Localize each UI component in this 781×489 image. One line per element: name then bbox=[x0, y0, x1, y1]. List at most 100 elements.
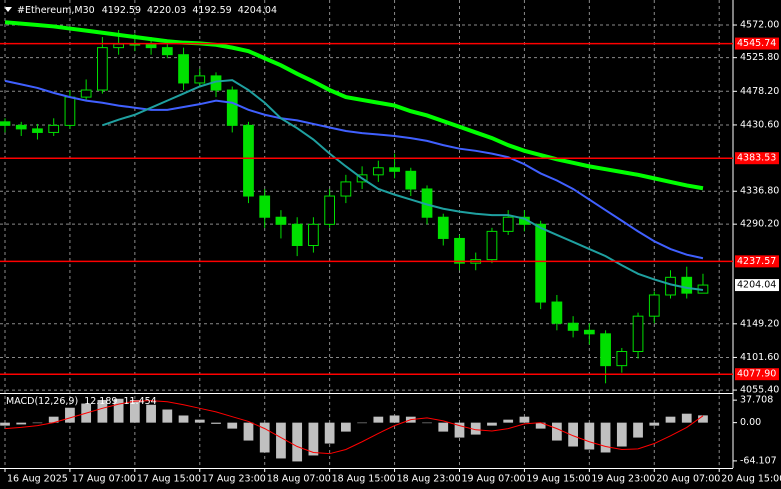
y-tick-label: 4525.80 bbox=[740, 52, 779, 63]
candle-body bbox=[535, 223, 547, 303]
moving-average bbox=[4, 20, 704, 191]
candle-body bbox=[0, 121, 11, 126]
moving-average bbox=[102, 79, 704, 292]
histogram-bar bbox=[503, 419, 514, 423]
candle-body bbox=[372, 167, 384, 176]
candle-body bbox=[226, 89, 238, 126]
x-tick-label: 20 Aug 15:00 bbox=[721, 474, 781, 485]
histogram-bar bbox=[129, 399, 140, 423]
level-label-box bbox=[735, 37, 779, 50]
candle-body bbox=[502, 216, 514, 232]
candle-body bbox=[632, 315, 644, 353]
histogram-bar bbox=[665, 416, 676, 423]
candle-body bbox=[178, 54, 189, 84]
histogram-bar bbox=[600, 422, 611, 453]
candle-body bbox=[145, 43, 157, 49]
level-label-box bbox=[735, 152, 779, 165]
histogram-bar bbox=[649, 422, 660, 426]
candle-body bbox=[567, 322, 579, 331]
candle-body bbox=[665, 276, 676, 296]
x-tick-label: 17 Aug 15:00 bbox=[137, 474, 201, 485]
candle-body bbox=[600, 333, 611, 367]
candle-body bbox=[308, 223, 319, 247]
histogram-bar bbox=[211, 422, 221, 424]
high: 4220.03 bbox=[147, 5, 186, 16]
histogram-bar bbox=[276, 422, 286, 459]
candle-body bbox=[389, 167, 400, 172]
histogram-bar bbox=[438, 422, 449, 432]
y-tick-label: 37.708 bbox=[740, 395, 773, 406]
price-label-box bbox=[735, 279, 779, 292]
y-tick-label: 4430.60 bbox=[740, 119, 779, 130]
histogram-bar bbox=[97, 399, 108, 423]
candle-body bbox=[15, 124, 27, 130]
histogram-bar bbox=[113, 398, 124, 423]
candle-body bbox=[583, 329, 595, 335]
x-tick-label: 18 Aug 07:00 bbox=[267, 474, 331, 485]
chart-header: #Ethereum,M30 4192.59 4220.03 4192.59 42… bbox=[17, 5, 277, 16]
histogram-bar bbox=[243, 422, 254, 441]
candle-body bbox=[340, 181, 352, 197]
y-tick-label: 4055.40 bbox=[740, 385, 779, 396]
histogram-bar bbox=[65, 407, 75, 423]
x-tick-label: 17 Aug 07:00 bbox=[72, 474, 136, 485]
histogram-bar bbox=[162, 409, 173, 423]
macd-header: MACD(12,26,9) 12.189 11.454 bbox=[6, 396, 157, 407]
y-tick-label: -64.107 bbox=[740, 455, 777, 466]
candle-body bbox=[681, 276, 693, 294]
histogram-bar bbox=[373, 416, 384, 423]
symbol: #Ethereum,M30 bbox=[17, 5, 95, 16]
histogram-bar bbox=[519, 416, 530, 423]
histogram-bar bbox=[0, 422, 10, 426]
histogram-bar bbox=[324, 422, 335, 444]
candle-body bbox=[97, 47, 108, 91]
y-tick-label: 4478.20 bbox=[740, 86, 779, 97]
histogram-bar bbox=[470, 422, 481, 435]
candle-body bbox=[259, 195, 271, 218]
candle-body bbox=[291, 223, 303, 247]
histogram-bar bbox=[146, 404, 156, 423]
y-tick-label: 4572.00 bbox=[740, 20, 779, 31]
histogram-bar bbox=[292, 422, 303, 462]
x-tick-label: 16 Aug 2025 bbox=[7, 474, 68, 485]
histogram-bar bbox=[48, 416, 59, 423]
candle-body bbox=[48, 124, 60, 133]
macd-title: MACD(12,26,9) bbox=[6, 396, 78, 407]
candle-body bbox=[113, 43, 124, 49]
histogram-bar bbox=[535, 422, 546, 429]
y-tick-label: 0.00 bbox=[740, 417, 761, 428]
histogram-bar bbox=[568, 422, 578, 447]
candle-body bbox=[275, 216, 287, 225]
candle-body bbox=[64, 96, 76, 126]
histogram-bar bbox=[422, 422, 432, 424]
histogram-bar bbox=[633, 422, 643, 438]
histogram-bar bbox=[584, 422, 595, 450]
level-label: 4237.57 bbox=[737, 256, 776, 267]
x-tick-label: 18 Aug 15:00 bbox=[332, 474, 396, 485]
histogram-bar bbox=[389, 415, 400, 423]
level-label-box bbox=[735, 255, 779, 268]
histogram-bar bbox=[681, 413, 692, 423]
menu-icon[interactable] bbox=[4, 7, 12, 12]
candle-body bbox=[32, 128, 43, 133]
histogram-bar bbox=[259, 422, 270, 453]
candle-body bbox=[243, 124, 254, 197]
y-tick-label: 4149.20 bbox=[740, 318, 779, 329]
histogram-bar bbox=[340, 422, 351, 432]
level-label-box bbox=[735, 368, 779, 381]
histogram-bar bbox=[454, 422, 465, 438]
candle-body bbox=[324, 195, 336, 225]
x-tick-label: 20 Aug 07:00 bbox=[656, 474, 720, 485]
candle-body bbox=[454, 237, 465, 264]
histogram-bar bbox=[194, 419, 205, 423]
candle-body bbox=[551, 301, 563, 324]
y-tick-label: 4290.20 bbox=[740, 219, 779, 230]
level-label: 4383.53 bbox=[737, 153, 776, 164]
histogram-bar bbox=[698, 415, 708, 423]
candle-body bbox=[437, 216, 449, 239]
open: 4192.59 bbox=[102, 5, 141, 16]
macd-value: 12.189 bbox=[84, 396, 117, 407]
candle-body bbox=[648, 294, 660, 317]
histogram-bar bbox=[178, 415, 189, 423]
